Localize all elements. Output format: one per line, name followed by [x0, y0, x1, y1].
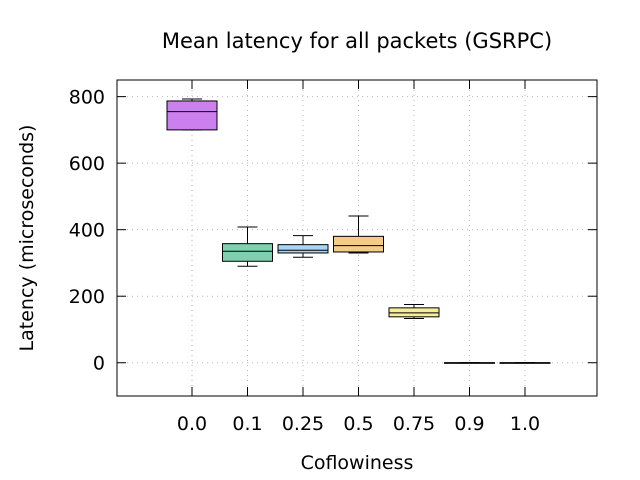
iqr-box [333, 235, 384, 253]
y-axis-label: Latency (microseconds) [16, 125, 38, 352]
box-series [166, 98, 551, 364]
axis-ticks: 0 200 400 600 800 0.0 0.1 0.25 0.5 0.75 0.9 1.0 [69, 80, 597, 435]
y-tick-label: 600 [69, 153, 105, 175]
box-0.5 [333, 215, 384, 254]
box-0.75 [388, 304, 440, 319]
box-0.1 [222, 226, 273, 267]
iqr-box [166, 100, 218, 131]
x-tick-label: 1.0 [510, 413, 540, 435]
x-tick-label: 0.9 [454, 413, 484, 435]
y-tick-label: 800 [69, 87, 105, 109]
y-tick-label: 400 [69, 220, 105, 242]
box-1.0 [499, 362, 551, 364]
box-0.0 [166, 98, 218, 131]
x-tick-label: 0.5 [343, 413, 373, 435]
box-0.9 [444, 362, 495, 364]
y-tick-label: 200 [69, 286, 105, 308]
box-0.25 [277, 235, 329, 258]
x-tick-label: 0.0 [177, 413, 207, 435]
x-tick-label: 0.25 [282, 413, 324, 435]
plot-frame [116, 79, 598, 397]
y-tick-label: 0 [93, 353, 105, 375]
x-tick-label: 0.75 [393, 413, 435, 435]
x-tick-label: 0.1 [232, 413, 262, 435]
x-axis-label: Coflowiness [301, 452, 414, 474]
iqr-box [222, 243, 273, 262]
chart-title: Mean latency for all packets (GSRPC) [162, 29, 552, 53]
iqr-box [277, 244, 329, 254]
